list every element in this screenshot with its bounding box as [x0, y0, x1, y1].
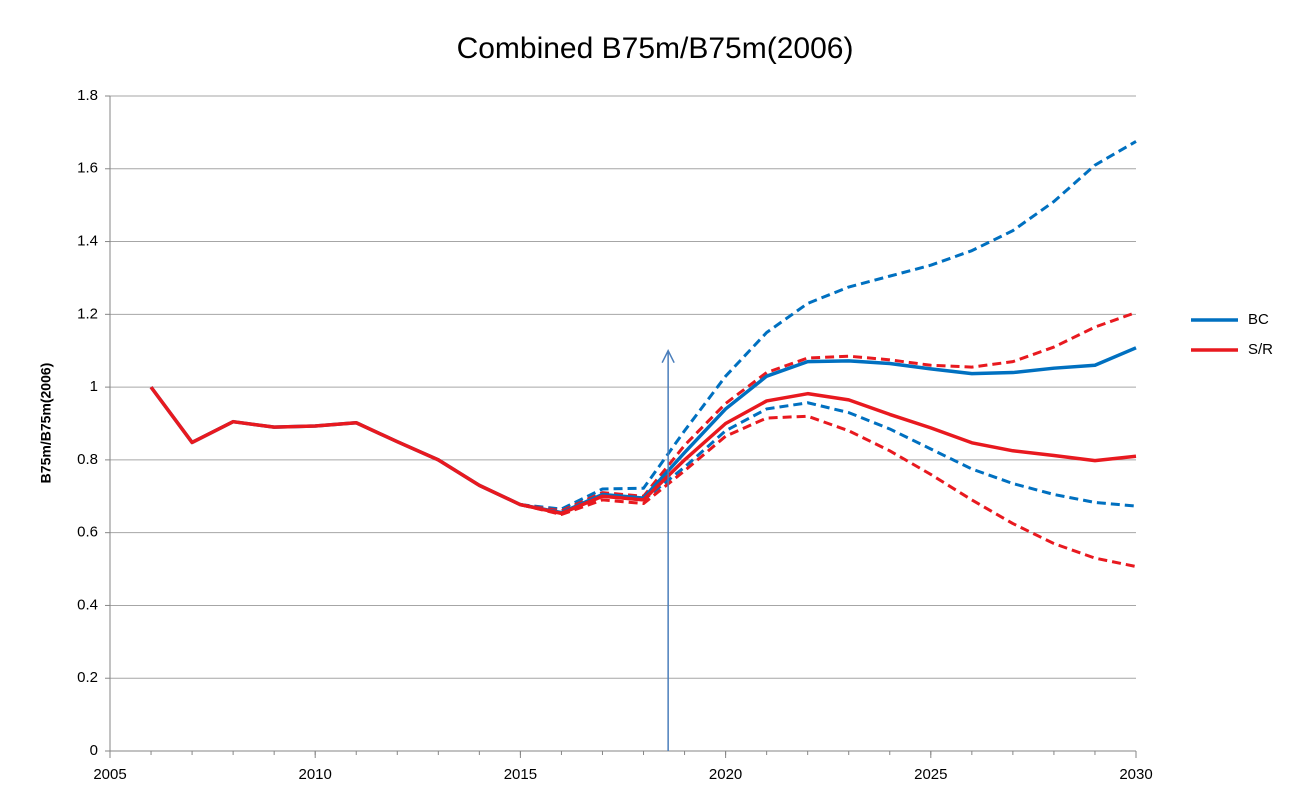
upper-line [520, 311, 1137, 513]
y-tick-label: 1.6 [77, 160, 98, 177]
y-tick-label: 1.2 [77, 305, 98, 322]
chart-title: Combined B75m/B75m(2006) [457, 32, 854, 65]
legend-label: S/R [1248, 341, 1273, 358]
legend-label: BC [1248, 311, 1269, 328]
series-line [149, 386, 1137, 516]
x-tick-label: 2020 [709, 766, 742, 783]
y-tick-label: 1.8 [77, 87, 98, 104]
y-tick-label: 0.8 [77, 451, 98, 468]
y-axis-label: B75m/B75m(2006) [38, 363, 54, 484]
y-tick-label: 1 [90, 378, 98, 395]
x-tick-label: 2010 [299, 766, 332, 783]
y-tick-label: 0.2 [77, 669, 98, 686]
upper-line [520, 140, 1137, 511]
x-tick-label: 2025 [914, 766, 947, 783]
y-tick-label: 0 [90, 742, 98, 759]
x-tick-label: 2005 [93, 766, 126, 783]
x-tick-label: 2015 [504, 766, 537, 783]
y-tick-label: 0.6 [77, 524, 98, 541]
arrow-head [661, 349, 675, 364]
lower-line [520, 414, 1137, 568]
y-tick-label: 1.4 [77, 233, 98, 250]
x-tick-label: 2030 [1119, 766, 1152, 783]
y-tick-label: 0.4 [77, 596, 98, 613]
